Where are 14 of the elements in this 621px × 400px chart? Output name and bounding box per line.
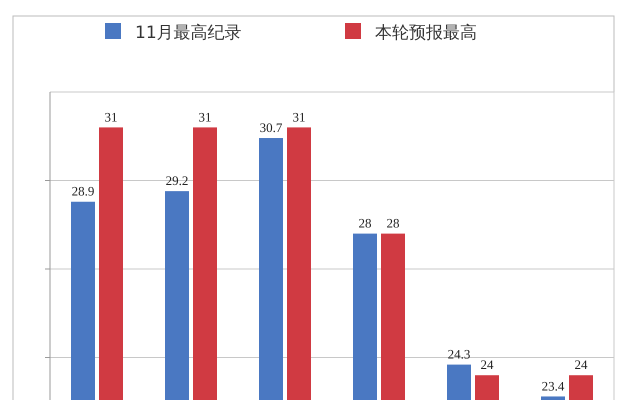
data-label: 23.4: [542, 378, 565, 394]
data-label: 31: [198, 109, 212, 124]
data-label: 31: [104, 109, 118, 124]
data-label: 30.7: [260, 120, 283, 136]
data-label: 28: [386, 216, 400, 231]
data-label: 24: [574, 357, 588, 372]
legend-label: 11月最高纪录: [135, 23, 242, 43]
data-label: 29.2: [166, 173, 188, 188]
data-label: 28.9: [72, 184, 94, 199]
data-label: 24: [480, 357, 494, 372]
data-label: 31: [292, 109, 306, 124]
data-label: 28: [358, 216, 372, 231]
data-label: 24.3: [448, 346, 470, 362]
legend-label: 本轮预报最高: [375, 23, 477, 43]
